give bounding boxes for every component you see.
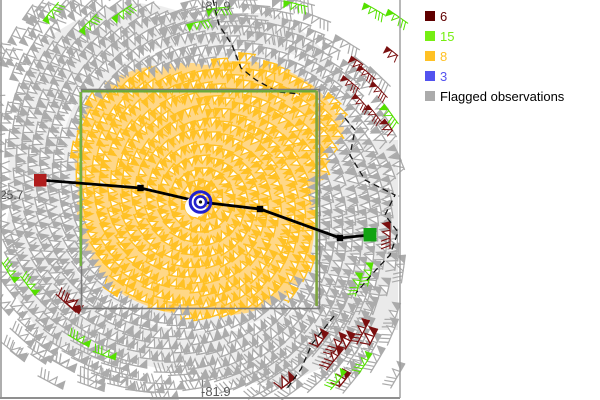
svg-text:Flagged observations: Flagged observations	[440, 89, 565, 104]
svg-text:-81.9: -81.9	[201, 384, 231, 399]
svg-text:8: 8	[440, 49, 447, 64]
svg-text:25.7: 25.7	[0, 188, 24, 202]
svg-text:-81.9: -81.9	[201, 0, 231, 14]
svg-text:15: 15	[440, 29, 454, 44]
svg-text:3: 3	[440, 69, 447, 84]
svg-text:6: 6	[440, 9, 447, 24]
